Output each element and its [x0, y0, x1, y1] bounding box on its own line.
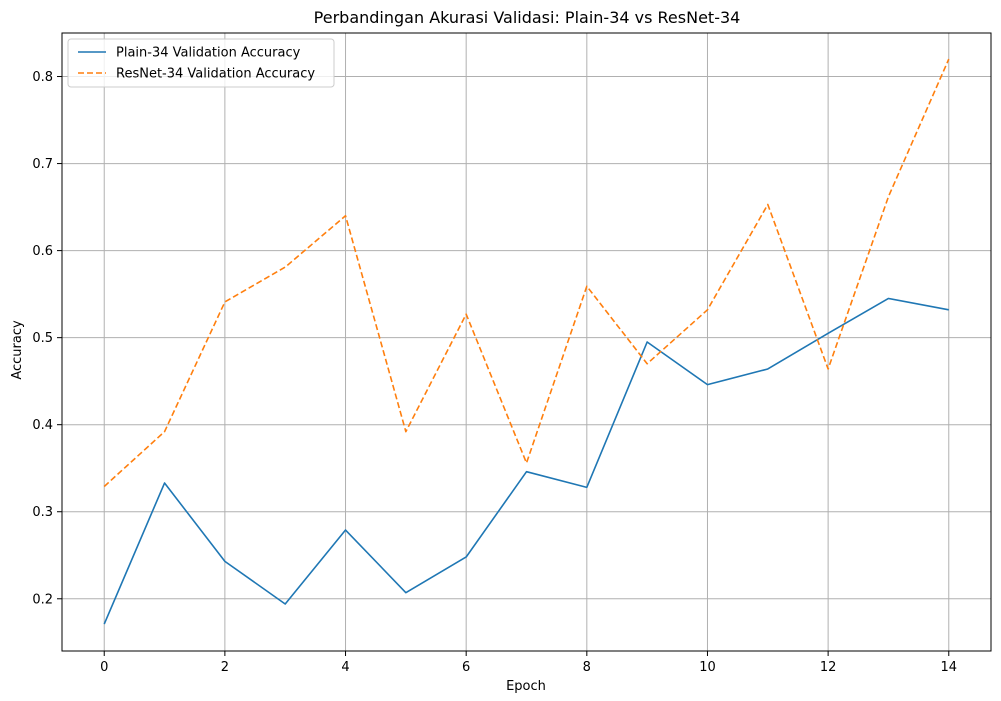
chart-title: Perbandingan Akurasi Validasi: Plain-34 …: [314, 8, 741, 27]
x-tick-label: 4: [341, 660, 349, 675]
y-tick-label: 0.8: [32, 70, 53, 85]
x-tick-label: 6: [462, 660, 470, 675]
legend-box: [67, 38, 335, 88]
y-tick-label: 0.6: [32, 244, 53, 259]
x-axis-ticks: 0 2 4 6 8 10 12 14: [100, 651, 957, 675]
y-tick-label: 0.7: [32, 157, 53, 172]
x-axis-label: Epoch: [506, 679, 546, 694]
series-line-resnet-34: [103, 58, 950, 488]
series-lines: [103, 58, 950, 625]
y-tick-label: 0.4: [32, 418, 53, 433]
x-tick-label: 10: [699, 660, 716, 675]
x-tick-label: 12: [820, 660, 837, 675]
legend-entry: ResNet-34 Validation Accuracy: [116, 67, 315, 82]
legend: Plain-34 Validation Accuracy ResNet-34 Va…: [67, 38, 335, 88]
grid: [62, 33, 991, 651]
plot-frame: [61, 32, 992, 652]
y-axis-ticks: 0.2 0.3 0.4 0.5 0.6 0.7 0.8: [32, 70, 62, 607]
x-tick-label: 0: [100, 660, 108, 675]
legend-entry: Plain-34 Validation Accuracy: [116, 46, 301, 61]
x-tick-label: 2: [221, 660, 229, 675]
series-line-plain-34: [103, 297, 949, 625]
x-tick-label: 8: [583, 660, 591, 675]
y-tick-label: 0.5: [32, 331, 53, 346]
y-axis-label: Accuracy: [10, 320, 25, 380]
x-tick-label: 14: [940, 660, 957, 675]
y-tick-label: 0.2: [32, 592, 53, 607]
y-tick-label: 0.3: [32, 505, 53, 520]
